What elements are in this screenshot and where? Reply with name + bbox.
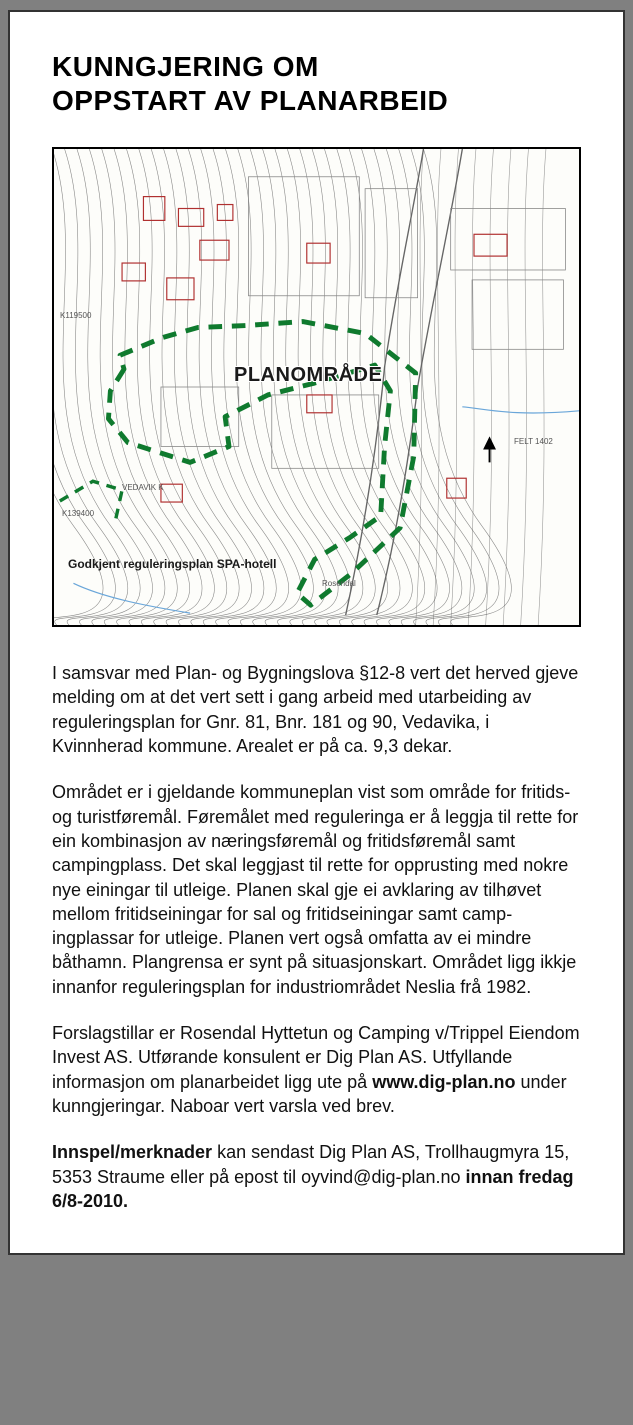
paragraph-3: Forslagstillar er Rosendal Hyttetun og C… bbox=[52, 1021, 581, 1118]
map-small-label: FELT 1402 bbox=[514, 437, 553, 446]
title-line-1: KUNNGJERING OM bbox=[52, 50, 581, 84]
announcement-page: KUNNGJERING OM OPPSTART AV PLANARBEID PL… bbox=[8, 10, 625, 1255]
map-footer-label: Godkjent reguleringsplan SPA-hotell bbox=[68, 557, 276, 571]
map-small-label: K139400 bbox=[62, 509, 94, 518]
map-svg bbox=[54, 149, 579, 625]
paragraph-1: I samsvar med Plan- og Bygningslova §12-… bbox=[52, 661, 581, 758]
paragraph-4: Innspel/merknader kan sendast Dig Plan A… bbox=[52, 1140, 581, 1213]
paragraph-2: Området er i gjeldande kommuneplan vist … bbox=[52, 780, 581, 999]
map-small-label: K119500 bbox=[60, 311, 91, 320]
p3-url: www.dig-plan.no bbox=[372, 1072, 515, 1092]
title-line-2: OPPSTART AV PLANARBEID bbox=[52, 84, 581, 118]
plan-map: PLANOMRÅDE Godkjent reguleringsplan SPA-h… bbox=[52, 147, 581, 627]
map-small-label: VEDAVIK K bbox=[122, 483, 164, 492]
map-small-label: Rosendal bbox=[322, 579, 356, 588]
page-title: KUNNGJERING OM OPPSTART AV PLANARBEID bbox=[52, 50, 581, 117]
p4-lead: Innspel/merknader bbox=[52, 1142, 212, 1162]
map-main-label: PLANOMRÅDE bbox=[234, 364, 382, 387]
